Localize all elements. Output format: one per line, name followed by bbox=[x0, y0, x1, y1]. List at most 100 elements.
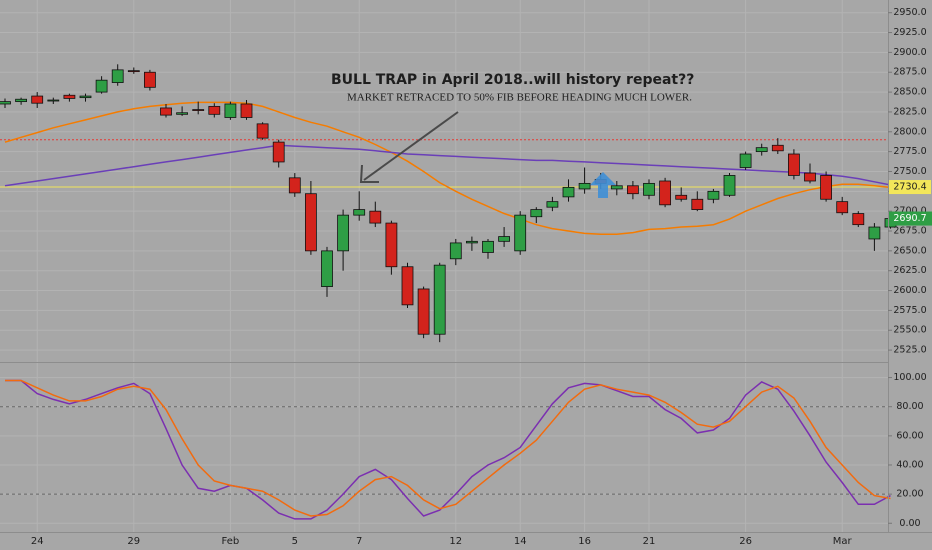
arrow-shaft bbox=[363, 111, 459, 181]
candle-body bbox=[852, 213, 865, 226]
annotation-subtitle: MARKET RETRACED TO 50% FIB BEFORE HEADIN… bbox=[347, 92, 692, 104]
candle-body bbox=[771, 144, 784, 152]
candle-body bbox=[337, 214, 350, 252]
last-price-box bbox=[889, 211, 932, 226]
candle-body bbox=[562, 186, 575, 198]
candle-body bbox=[691, 198, 704, 210]
candle-body bbox=[127, 70, 140, 73]
candle-body bbox=[288, 177, 301, 194]
candle-body bbox=[530, 209, 543, 218]
candle-body bbox=[111, 69, 124, 83]
x-tick-label: Mar bbox=[833, 536, 853, 547]
candle-body bbox=[240, 103, 253, 118]
arrow-head bbox=[359, 164, 379, 183]
y-tick-label: 2550.0 bbox=[893, 325, 926, 336]
y-tick-label: 2775.0 bbox=[893, 146, 926, 157]
candle-body bbox=[208, 105, 221, 115]
candle-body bbox=[47, 99, 60, 102]
y-tick-label: 2950.0 bbox=[893, 7, 926, 18]
candle-body bbox=[498, 236, 511, 242]
candle-body bbox=[755, 147, 768, 153]
candle-body bbox=[256, 123, 269, 139]
y-tick-label: 2800.0 bbox=[893, 126, 926, 137]
candle-body bbox=[63, 94, 76, 99]
annotation-title: BULL TRAP in April 2018..will history re… bbox=[331, 72, 694, 88]
arrow-annotation bbox=[359, 111, 459, 183]
x-tick-label: 12 bbox=[449, 536, 462, 547]
candle-body bbox=[643, 182, 655, 196]
y-tick-label: 2925.0 bbox=[893, 27, 926, 38]
candle-body bbox=[707, 190, 720, 200]
candle-body bbox=[610, 185, 623, 190]
indicator-line bbox=[4, 144, 891, 187]
x-tick-label: 26 bbox=[739, 536, 752, 547]
last-price-label: 2690.7 bbox=[893, 213, 926, 224]
candle-body bbox=[514, 214, 527, 252]
y-tick-label: 20.00 bbox=[896, 489, 923, 500]
y-tick-label: 40.00 bbox=[896, 459, 923, 470]
indicator-line bbox=[5, 379, 891, 517]
y-tick-label: 0.00 bbox=[899, 518, 920, 529]
candle-body bbox=[820, 175, 832, 200]
candle-body bbox=[192, 109, 205, 111]
hline-tag-box bbox=[889, 180, 931, 195]
candle-body bbox=[224, 103, 237, 118]
candle-body bbox=[546, 201, 559, 208]
candle-body bbox=[739, 153, 752, 168]
candle-body bbox=[143, 71, 156, 88]
candle-body bbox=[385, 222, 398, 268]
candle-body bbox=[836, 201, 849, 214]
y-tick-label: 2750.0 bbox=[893, 166, 926, 177]
x-tick-label: Feb bbox=[222, 536, 240, 547]
blue-up-arrow bbox=[590, 172, 616, 198]
candle-body bbox=[176, 112, 189, 115]
candle-body bbox=[449, 242, 462, 260]
candle-body bbox=[578, 182, 591, 190]
y-tick-label: 2825.0 bbox=[893, 106, 926, 117]
candle-body bbox=[272, 141, 285, 163]
axis-layer: 24 29 Feb 5 7 12 14 16 21 26 Mar 2525.0 2550.0 2575.0… bbox=[31, 7, 932, 547]
candle-body bbox=[465, 240, 478, 244]
x-tick-label: 7 bbox=[356, 536, 362, 547]
candle-body bbox=[95, 79, 108, 93]
y-tick-label: 2650.0 bbox=[893, 245, 926, 256]
candle-body bbox=[675, 194, 688, 200]
y-tick-label: 2525.0 bbox=[893, 345, 926, 356]
candle-body bbox=[353, 209, 366, 216]
candle-body bbox=[868, 226, 881, 240]
y-tick-label: 2675.0 bbox=[893, 226, 926, 237]
candle-body bbox=[723, 175, 736, 196]
candle-body bbox=[627, 185, 639, 195]
y-tick-label: 80.00 bbox=[896, 401, 923, 412]
hline-tag: 2730.4 bbox=[893, 182, 926, 193]
candle-body bbox=[788, 153, 800, 176]
indicator-line bbox=[4, 101, 891, 235]
x-tick-label: 24 bbox=[31, 536, 44, 547]
candle-body bbox=[321, 250, 333, 287]
candle-body bbox=[369, 210, 382, 224]
marks-layer bbox=[0, 64, 897, 520]
x-tick-label: 16 bbox=[578, 536, 591, 547]
y-tick-label: 100.00 bbox=[893, 372, 926, 383]
candle-body bbox=[401, 266, 414, 306]
y-tick-label: 2850.0 bbox=[893, 87, 926, 98]
x-tick-label: 29 bbox=[127, 536, 140, 547]
candle-body bbox=[417, 288, 430, 335]
candle-body bbox=[15, 98, 28, 103]
candle-body bbox=[160, 107, 172, 116]
x-tick-label: 14 bbox=[514, 536, 527, 547]
up-arrow-shape bbox=[590, 172, 616, 198]
y-tick-label: 2625.0 bbox=[893, 265, 926, 276]
candle-body bbox=[31, 95, 44, 104]
y-tick-label: 2575.0 bbox=[893, 305, 926, 316]
y-tick-label: 2875.0 bbox=[893, 67, 926, 78]
candle-body bbox=[0, 101, 11, 105]
y-tick-label: 2700.0 bbox=[893, 206, 926, 217]
x-tick-label: 21 bbox=[643, 536, 656, 547]
candle-body bbox=[304, 193, 317, 252]
y-tick-label: 60.00 bbox=[896, 430, 923, 441]
y-tick-label: 2600.0 bbox=[893, 285, 926, 296]
candle-body bbox=[433, 264, 446, 335]
candle-body bbox=[659, 180, 671, 206]
